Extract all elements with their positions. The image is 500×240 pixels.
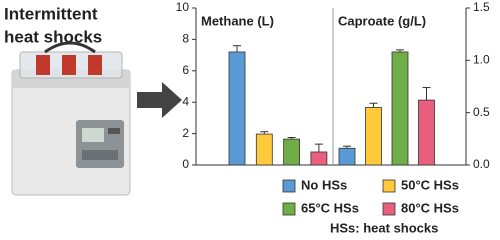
y2-tick-label: 1.5 — [473, 0, 490, 14]
error-bar — [369, 102, 378, 108]
y2-tick-label: 0.0 — [473, 157, 490, 171]
error-bar — [422, 87, 431, 101]
bar — [365, 107, 382, 166]
legend-note: HSs: heat shocks — [330, 220, 438, 235]
headline: Intermittent — [4, 4, 98, 23]
legend-swatch — [382, 179, 396, 193]
y2-tick-label: 0.5 — [473, 105, 490, 119]
legend-swatch — [382, 202, 396, 216]
water-bath — [11, 41, 131, 196]
bar — [338, 147, 356, 166]
legend-swatch — [282, 202, 296, 216]
legend-label: 80°C HSs — [401, 200, 459, 215]
y-tick-label: 4 — [182, 94, 189, 108]
panel-title: Caproate (g/L) — [338, 13, 426, 28]
y-tick-label: 6 — [182, 63, 189, 77]
bar — [418, 99, 435, 166]
headline: heat shocks — [4, 27, 102, 46]
error-bar — [287, 137, 296, 140]
error-bar — [314, 143, 323, 152]
legend-swatch — [282, 179, 296, 193]
error-bar — [343, 145, 351, 149]
legend-label: No HSs — [301, 177, 347, 192]
legend-label: 50°C HSs — [401, 177, 459, 192]
error-bar — [260, 131, 269, 135]
y-tick-label: 8 — [182, 32, 189, 46]
y-tick-label: 0 — [182, 157, 189, 171]
arrow — [137, 82, 182, 118]
bar — [391, 51, 409, 166]
bar — [255, 133, 273, 166]
panel-title: Methane (L) — [201, 13, 274, 28]
error-bar — [233, 45, 241, 52]
bar — [310, 151, 328, 166]
y-tick-label: 10 — [176, 0, 190, 14]
bar — [283, 138, 301, 166]
y-tick-label: 2 — [182, 126, 189, 140]
y2-tick-label: 1.0 — [473, 53, 490, 67]
legend-label: 65°C HSs — [301, 200, 359, 215]
bar — [228, 51, 246, 166]
error-bar — [396, 49, 404, 52]
